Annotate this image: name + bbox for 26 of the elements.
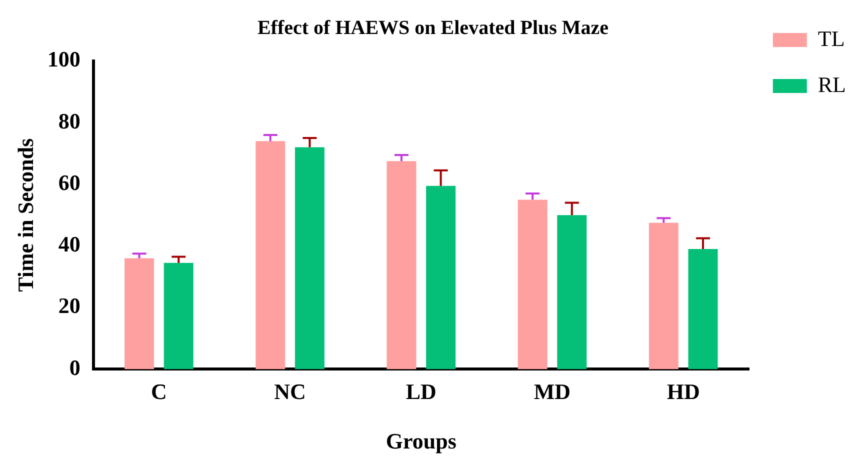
y-tick-label: 100 — [47, 46, 80, 72]
y-axis-title: Time in Seconds — [12, 138, 38, 292]
x-tick-label: HD — [666, 379, 700, 404]
bar — [518, 200, 548, 370]
x-tick-label: MD — [534, 379, 571, 404]
bar — [124, 258, 154, 370]
bar — [386, 161, 416, 370]
legend-label: RL — [818, 72, 846, 97]
y-tick-label: 0 — [69, 354, 80, 380]
x-tick-label: NC — [274, 379, 306, 404]
y-tick-label: 40 — [58, 232, 80, 257]
x-axis-title: Groups — [386, 428, 457, 454]
y-tick-label: 60 — [58, 170, 80, 195]
bar — [256, 141, 286, 370]
chart-title: Effect of HAEWS on Elevated Plus Maze — [257, 17, 609, 40]
legend-label: TL — [818, 26, 845, 51]
bar — [688, 249, 718, 370]
y-tick-label: 20 — [58, 293, 80, 318]
bar — [426, 186, 456, 370]
bar — [164, 262, 194, 370]
bar — [294, 147, 324, 370]
bar — [648, 222, 678, 370]
bar — [557, 215, 587, 370]
x-tick-label: C — [151, 379, 167, 404]
x-tick-label: LD — [406, 379, 436, 404]
y-tick-label: 80 — [58, 108, 80, 134]
